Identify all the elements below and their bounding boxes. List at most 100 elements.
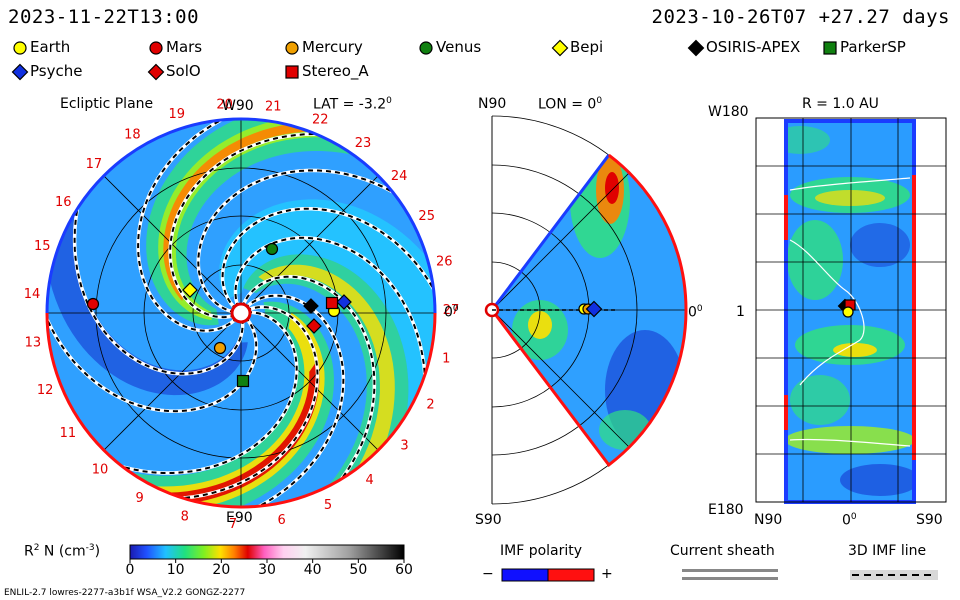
imf-line-halo — [136, 119, 241, 333]
colorbar-tick-label: 50 — [349, 562, 368, 578]
colorbar-tick-label: 10 — [166, 562, 185, 578]
imf-line-halo — [47, 299, 258, 413]
parkersp-legend-marker — [823, 41, 837, 55]
imf-negative-swatch — [501, 568, 549, 582]
venus-marker — [265, 242, 279, 256]
osiris-apex-legend-marker — [687, 39, 705, 57]
current-sheath — [789, 438, 911, 447]
carrington-day-label: 4 — [366, 473, 374, 488]
density-region — [815, 190, 885, 206]
carrington-day-label: 8 — [181, 509, 189, 524]
density-region — [790, 375, 850, 425]
carrington-day-label: 18 — [124, 127, 141, 142]
ecliptic-grid — [47, 119, 435, 507]
imf-line-title: 3D IMF line — [848, 543, 927, 559]
sphere-title: R = 1.0 AU — [802, 96, 879, 112]
current-sheath-line-2 — [682, 577, 778, 580]
imf-line-halo — [102, 310, 299, 475]
sphere-left-mid-label: 1 — [736, 304, 745, 320]
osiris-apex-legend-label: OSIRIS-APEX — [706, 38, 801, 56]
imf-legend — [501, 568, 938, 582]
imf-line-halo — [168, 132, 338, 319]
current-time: 2023-11-22T13:00 — [8, 6, 200, 28]
imf-line-halo — [196, 168, 412, 314]
carrington-day-label: 27 — [443, 303, 460, 318]
carrington-day-label: 14 — [24, 287, 41, 302]
carrington-day-label: 13 — [25, 336, 42, 351]
meridional-bodies — [578, 300, 603, 318]
sphere-density-map — [786, 121, 914, 502]
solo-legend-label: SolO — [166, 62, 201, 80]
grid-spoke — [491, 172, 630, 311]
ecliptic-polarity-rim-positive — [45, 312, 437, 509]
meridional-panel — [484, 115, 688, 505]
grid-spoke — [103, 175, 242, 314]
imf-line-halo — [72, 187, 245, 376]
colorbar-label: R2 N (cm-3) — [24, 543, 101, 560]
mars-legend-label: Mars — [166, 38, 203, 56]
solo-legend-marker — [147, 63, 165, 81]
bepi-legend-marker — [551, 39, 569, 57]
grid-spoke — [491, 309, 630, 448]
density-region — [850, 223, 910, 267]
current-sheath — [789, 177, 911, 191]
imf-line-halo — [220, 206, 435, 311]
sphere-bottom-n: N90 — [754, 512, 783, 528]
carrington-day-label: 16 — [55, 195, 72, 210]
meridional-right-label: 00 — [688, 304, 703, 321]
carrington-day-label: 12 — [37, 383, 54, 398]
carrington-day-label: 19 — [169, 107, 186, 122]
meridional-lon: LON = 00 — [538, 96, 603, 113]
carrington-day-label: 25 — [418, 209, 435, 224]
imf-line — [239, 294, 345, 507]
carrington-day-label: 9 — [136, 491, 144, 506]
solo-marker — [306, 318, 322, 334]
colorbar-ticks — [129, 559, 405, 563]
mars-marker — [86, 297, 100, 311]
meridional-top-label: N90 — [478, 96, 507, 112]
stereo-a-legend-label: Stereo_A — [302, 62, 369, 80]
colorbar-tick-label: 0 — [125, 562, 135, 578]
imf-minus-label: − — [482, 566, 494, 582]
psyche-legend-marker — [11, 63, 29, 81]
parkersp-legend-label: ParkerSP — [840, 38, 906, 56]
carrington-day-label: 11 — [60, 426, 77, 441]
mars-legend-marker — [149, 41, 163, 55]
colorbar-tick-label: 30 — [258, 562, 276, 578]
density-region — [840, 464, 914, 496]
carrington-day-label: 7 — [229, 517, 237, 532]
density-region — [219, 199, 435, 460]
model-info-footer: ENLIL-2.7 lowres-2277-a3b1f WSA_V2.2 GON… — [4, 588, 246, 598]
mercury-legend-label: Mercury — [302, 38, 363, 56]
venus-legend-label: Venus — [436, 38, 482, 56]
legend-markers — [11, 39, 837, 81]
osiris-apex-marker — [303, 298, 319, 314]
carrington-day-label: 20 — [216, 98, 233, 113]
carrington-day-label: 21 — [265, 100, 282, 115]
sphere-bottom-s: S90 — [916, 512, 943, 528]
current-sheath — [789, 239, 865, 386]
density-region — [786, 426, 914, 454]
grid-spoke — [103, 312, 242, 451]
sphere-grid — [755, 117, 947, 503]
imf-polarity-title: IMF polarity — [500, 543, 583, 559]
density-region — [47, 158, 248, 396]
imf-positive-swatch — [547, 568, 595, 582]
earth-marker — [842, 306, 854, 318]
colorbar-gradient — [129, 544, 405, 560]
psyche-marker — [336, 294, 352, 310]
density-region — [786, 126, 830, 154]
carrington-day-label: 23 — [355, 136, 372, 151]
carrington-day-label: 15 — [34, 239, 51, 254]
sphere-bodies — [837, 298, 856, 318]
imf-plus-label: + — [601, 566, 613, 582]
density-region — [605, 172, 619, 204]
imf-line-halo — [233, 236, 427, 397]
ecliptic-bodies — [86, 242, 352, 388]
mercury-marker — [213, 341, 227, 355]
carrington-day-label: 22 — [312, 113, 329, 128]
carrington-day-label: 5 — [324, 498, 332, 513]
